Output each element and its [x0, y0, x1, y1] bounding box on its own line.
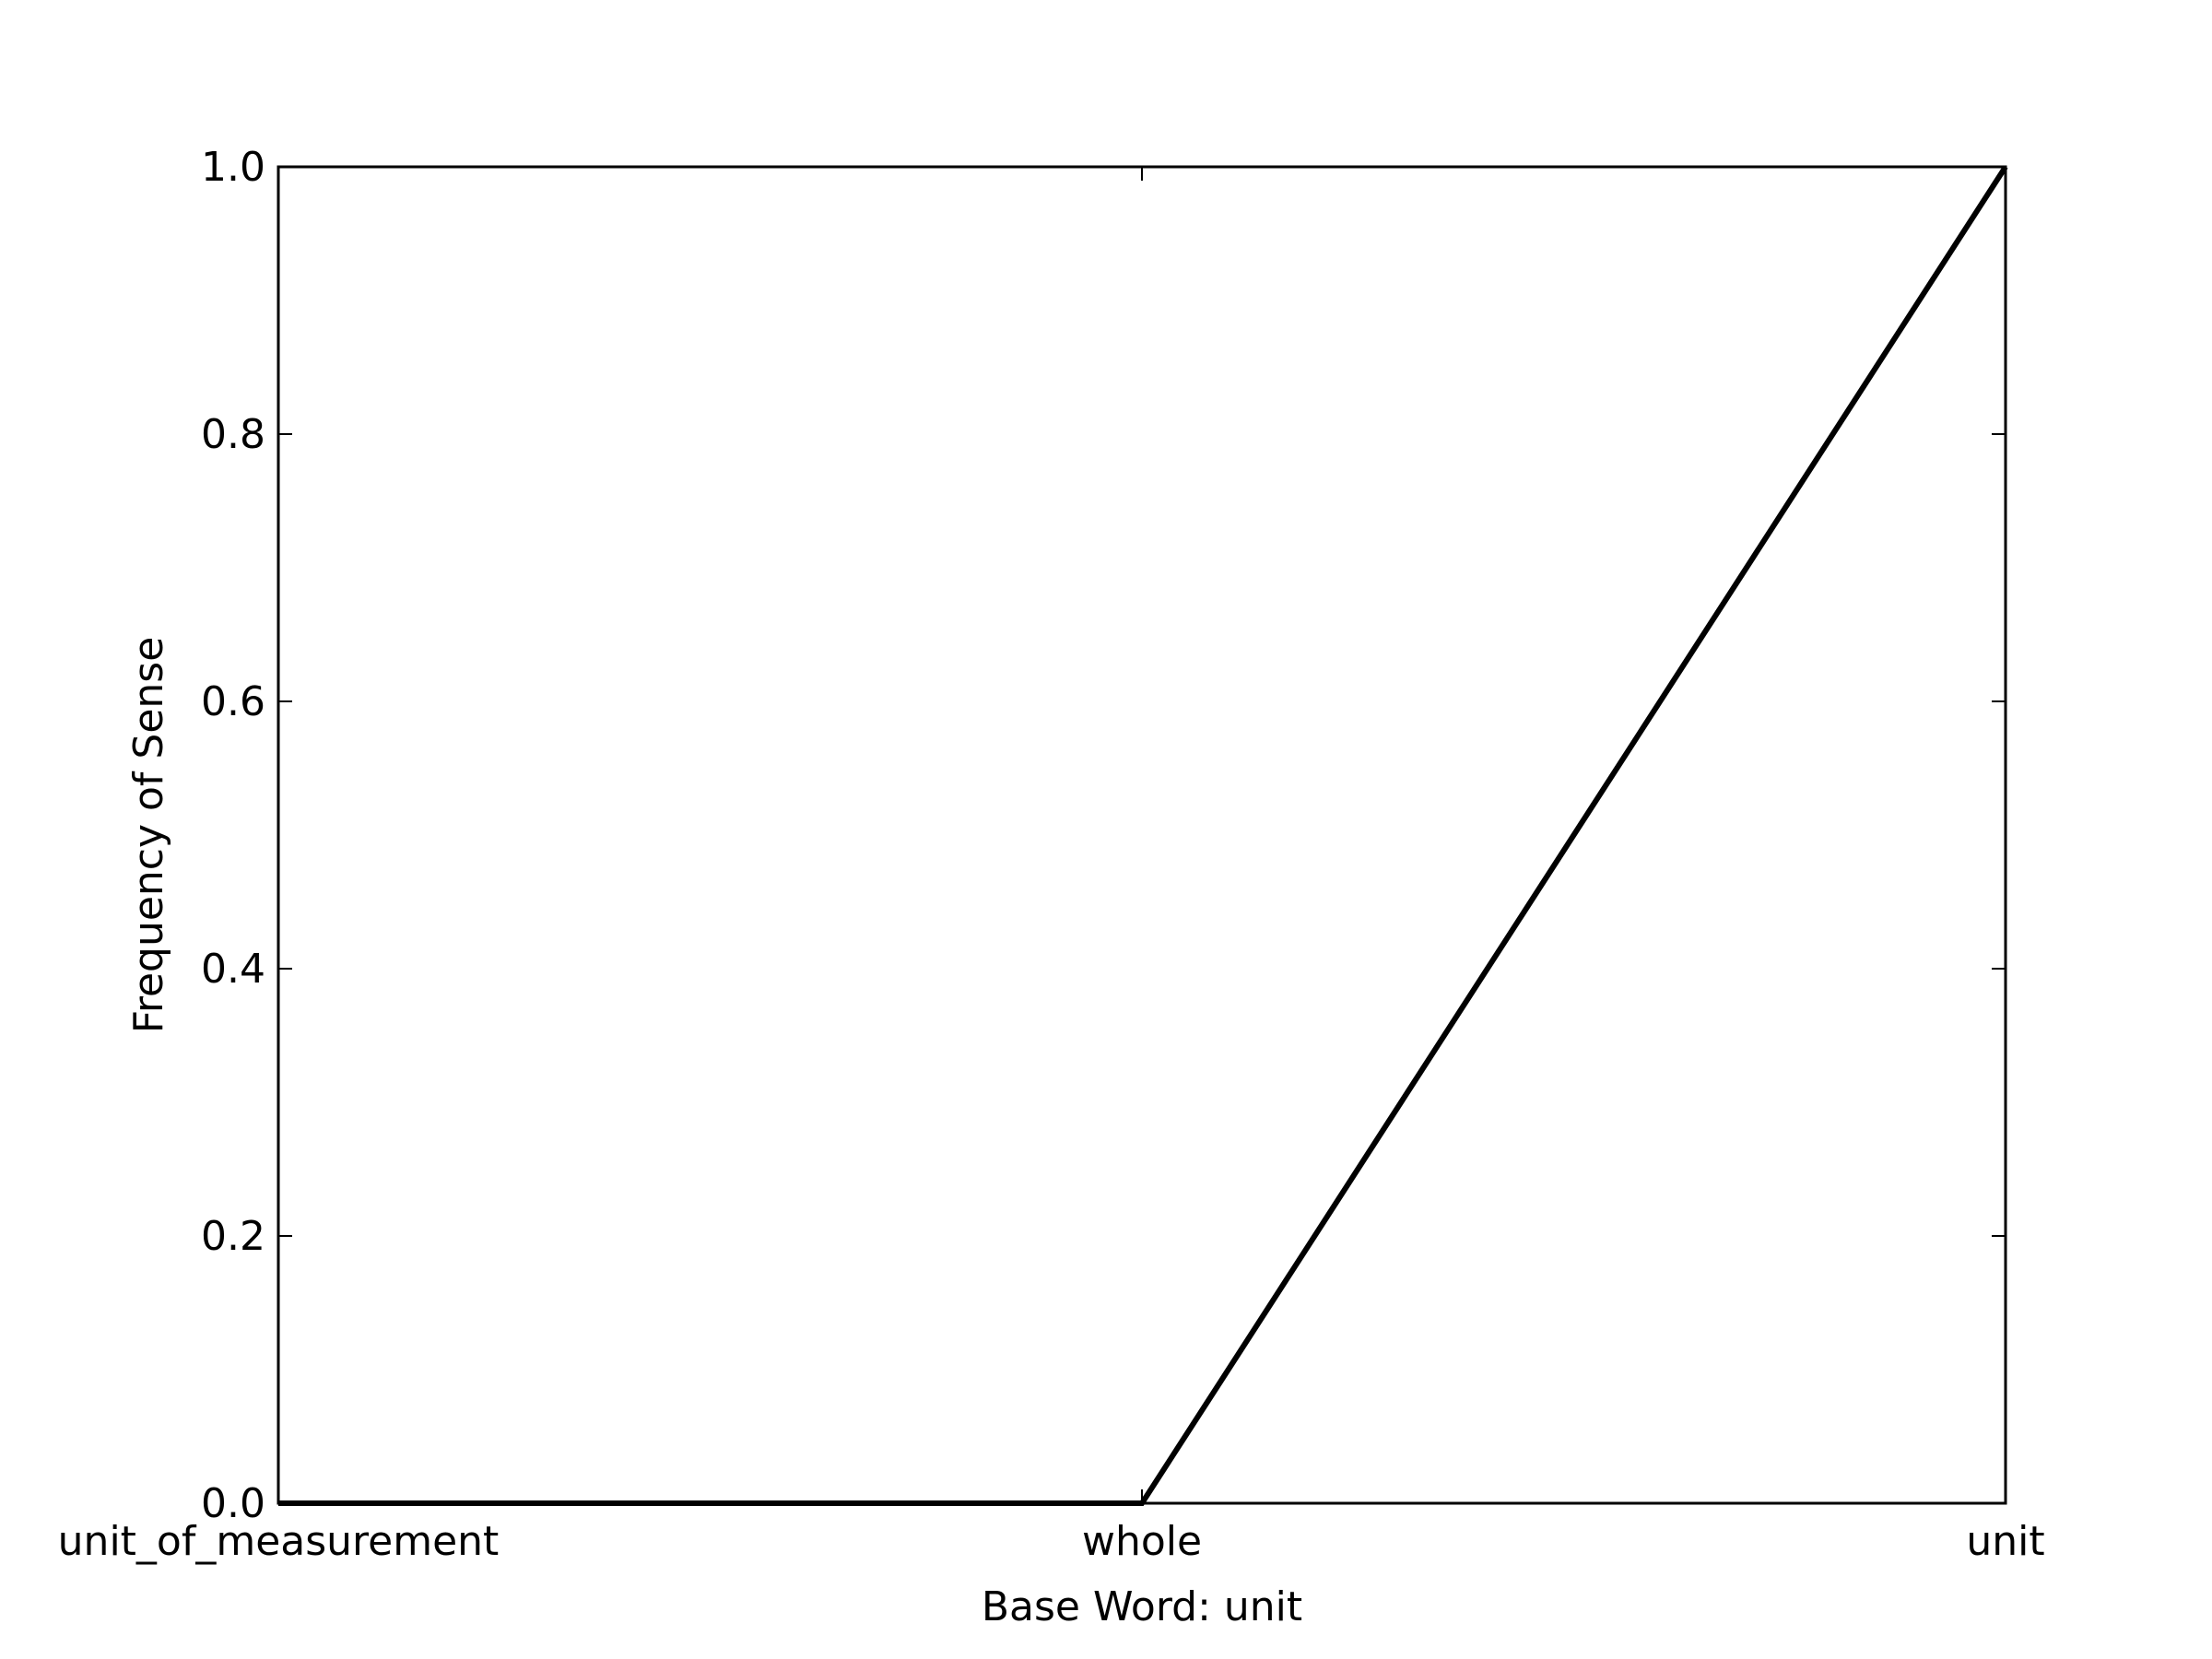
y-tick-label: 1.0	[201, 144, 265, 191]
series-line-0	[278, 165, 2008, 1506]
labels-layer: unit_of_measurement whole unit 0.0 0.2 0.4 0.6…	[58, 144, 2045, 1565]
x-tick-label: whole	[1082, 1518, 1202, 1565]
plot-frame	[276, 165, 2007, 1505]
x-tick-label: unit	[1966, 1518, 2044, 1565]
y-tick-label: 0.4	[201, 946, 265, 993]
y-tick-label: 0.6	[201, 678, 265, 725]
y-tick-label: 0.0	[201, 1480, 265, 1527]
x-axis-label: Base Word: unit	[982, 1583, 1302, 1630]
y-tick-label: 0.8	[201, 411, 265, 458]
ticks-layer	[277, 166, 2006, 1504]
x-tick-label: unit_of_measurement	[58, 1518, 500, 1565]
series-layer	[277, 165, 2008, 1506]
y-axis-label: Frequency of Sense	[125, 637, 172, 1034]
y-tick-label: 0.2	[201, 1213, 265, 1260]
